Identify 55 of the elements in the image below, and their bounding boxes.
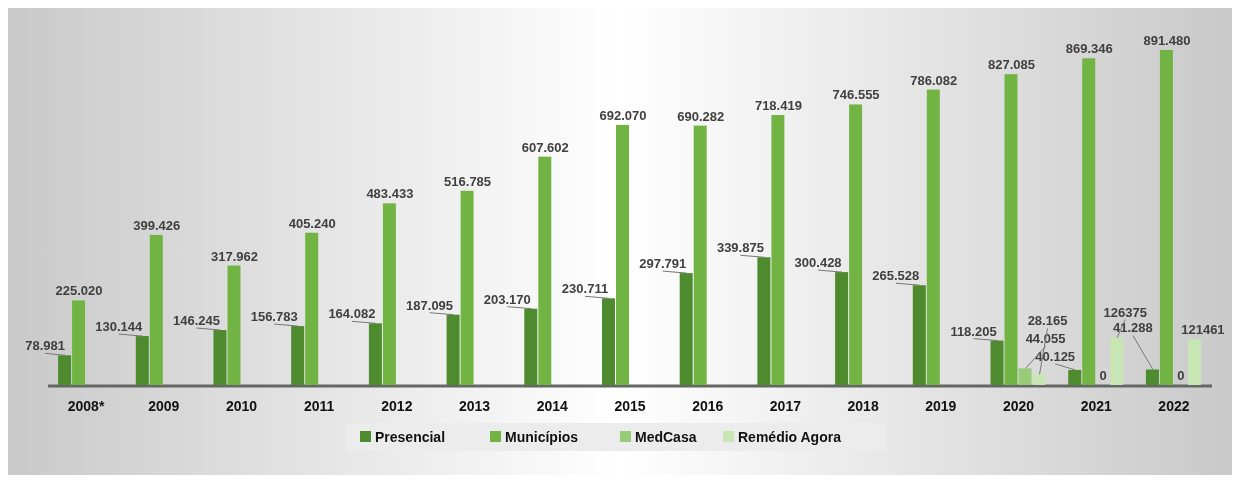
data-label: 718.419 <box>754 98 802 114</box>
data-label: 891.480 <box>1143 33 1191 48</box>
data-label: 297.791 <box>639 256 687 272</box>
data-label: 483.433 <box>366 186 414 202</box>
x-tick-label: 2009 <box>148 398 180 414</box>
data-label: 187.095 <box>406 297 454 313</box>
data-label: 300.428 <box>794 255 842 271</box>
data-label: 156.783 <box>250 309 298 325</box>
legend-label: Presencial <box>375 429 446 445</box>
data-label: 126375 <box>1103 304 1147 320</box>
data-label: 786.082 <box>910 72 958 88</box>
data-label: 44.055 <box>1025 331 1066 347</box>
data-label: 317.962 <box>210 248 258 264</box>
data-label: 118.205 <box>950 323 997 339</box>
x-tick-label: 2017 <box>769 398 802 414</box>
legend-label: Municípios <box>505 429 579 445</box>
data-label: 203.170 <box>483 291 531 307</box>
data-label: 130.144 <box>95 319 144 335</box>
data-label: 28.165 <box>1027 313 1068 329</box>
x-tick-label: 2012 <box>381 398 413 414</box>
data-label: 516.785 <box>444 173 492 189</box>
legend-label: MedCasa <box>635 429 697 445</box>
data-label: 827.085 <box>988 57 1036 73</box>
x-tick-label: 2011 <box>304 398 335 414</box>
x-tick-label: 2010 <box>225 398 258 414</box>
data-label: 339.875 <box>716 240 764 256</box>
data-label: 121461 <box>1181 322 1225 338</box>
data-label: 0 <box>1099 368 1107 383</box>
x-tick-label: 2019 <box>925 398 957 414</box>
data-label: 692.070 <box>599 107 647 123</box>
data-label: 41.288 <box>1113 320 1153 336</box>
data-label: 405.240 <box>288 215 336 231</box>
data-label: 164.082 <box>328 306 376 322</box>
data-label: 40.125 <box>1035 348 1076 364</box>
data-label: 690.282 <box>677 108 725 124</box>
data-label: 265.528 <box>872 268 920 284</box>
x-tick-label: 2021 <box>1080 398 1112 414</box>
data-label: 399.426 <box>133 217 181 233</box>
data-label: 0 <box>1177 368 1185 383</box>
data-label: 225.020 <box>55 283 103 299</box>
x-tick-label: 2018 <box>847 398 879 414</box>
legend-label: Remédio Agora <box>738 429 842 445</box>
data-label: 230.711 <box>561 281 609 297</box>
x-tick-label: 2015 <box>614 398 646 414</box>
x-tick-label: 2022 <box>1158 398 1190 414</box>
x-tick-label: 2008* <box>67 398 105 414</box>
x-tick-label: 2013 <box>459 398 491 414</box>
x-tick-label: 2014 <box>536 398 569 414</box>
x-tick-label: 2020 <box>1002 398 1035 414</box>
x-tick-label: 2016 <box>692 398 724 414</box>
data-label: 78.981 <box>25 338 65 354</box>
data-label: 607.602 <box>521 139 569 155</box>
data-label: 746.555 <box>832 87 880 103</box>
data-label: 146.245 <box>172 313 220 329</box>
data-label: 869.346 <box>1065 41 1113 57</box>
